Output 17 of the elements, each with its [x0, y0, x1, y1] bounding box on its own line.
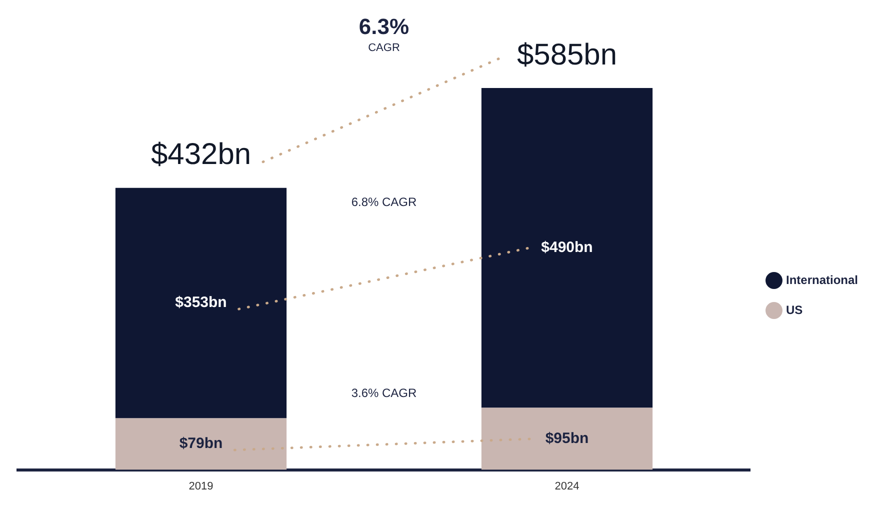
bar [115, 418, 287, 470]
legend-label: International [786, 272, 858, 287]
bar [481, 408, 653, 470]
total-label: $585bn [516, 38, 618, 72]
annotation: 6.8% CAGR [351, 195, 418, 210]
annotation: 3.6% CAGR [351, 386, 418, 400]
total-label: $432bn [150, 138, 252, 172]
x-tick-label: 2024 [554, 480, 580, 492]
text: 6.3% CAGR [358, 14, 410, 54]
data-label: $490bn [541, 239, 593, 256]
data-label: $95bn [545, 430, 589, 447]
legend-label: US [786, 302, 803, 317]
bar [481, 88, 653, 408]
x-tick-label: 2019 [188, 480, 214, 492]
data-label: $79bn [179, 435, 223, 452]
data-label: $353bn [175, 294, 227, 312]
bar [115, 188, 287, 418]
